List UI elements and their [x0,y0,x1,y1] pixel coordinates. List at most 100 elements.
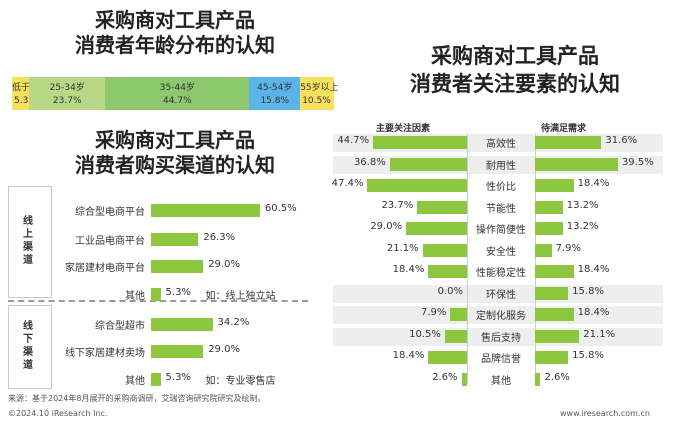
age-segment [249,77,301,110]
attention-left-bar [444,329,467,343]
age-segment [300,77,334,110]
channel-value-label: 5.3% [165,372,191,383]
attention-left-value: 47.4% [331,178,364,189]
channel-value-label: 26.3% [203,232,236,243]
attention-right-bar [535,200,563,214]
attention-category-label: 操作简便性 [476,225,526,236]
channel-note-label: 如：线上独立站 [205,291,276,302]
attention-right-bar [535,179,574,192]
channel-value-label: 5.3% [165,287,191,298]
age-segment [105,77,250,110]
attention-category-label: 性价比 [486,182,516,193]
attention-left-bar [417,200,467,214]
attention-left-value: 18.4% [392,350,425,361]
offline-group-label: 线下渠道 [23,321,33,371]
channel-bar [151,233,199,246]
age-segment-value: 15.8% [260,96,290,106]
age-segment-value: 44.7% [163,96,192,106]
attention-right-value: 13.2% [566,199,599,211]
attention-right-bar [535,372,541,386]
channel-divider [8,300,308,302]
attention-category-label: 性能稳定性 [476,268,526,279]
attention-category-label: 售后支持 [481,332,521,344]
attention-left-bar [367,179,467,192]
attention-right-value: 18.4% [577,178,610,189]
attention-category-label: 安全性 [486,246,516,258]
channel-title-line-2: 消费者购买渠道的认知 [75,153,275,177]
attention-right-value: 31.6% [605,135,638,146]
attention-title-line-1: 采购商对工具产品 [431,44,599,68]
offline-group-box [8,305,52,389]
channel-bar [151,260,204,273]
attention-left-bar [428,351,467,364]
channel-category-label: 线下家居建材卖场 [65,348,145,359]
channel-category-label: 家居建材电商平台 [65,263,145,274]
age-segment [29,77,106,110]
attention-right-value: 39.5% [621,156,654,168]
age-segment-label: 25-34岁 [49,83,85,93]
attention-row-band [333,284,663,303]
channel-bar [151,288,161,301]
attention-right-bar [535,351,569,364]
age-chart-title: 采购商对工具产品 消费者年龄分布的认知 [25,8,325,58]
age-segment-label: 35-44岁 [159,83,195,93]
online-group-box [8,186,52,298]
attention-left-bar [428,265,467,278]
attention-left-axis [467,133,468,383]
attention-right-value: 18.4% [577,264,610,275]
attention-row-band [333,306,663,324]
age-segment-value: 10.5% [302,96,331,106]
attention-left-value: 7.9% [421,307,447,318]
attention-left-value: 36.8% [353,156,386,168]
attention-right-bar [535,329,580,343]
attention-chart-title: 采购商对工具产品 消费者关注要素的认知 [345,42,685,98]
attention-category-label: 品牌信誉 [481,354,521,365]
age-segment-label: 55岁以上 [300,83,339,93]
channel-category-label: 综合型电商平台 [75,207,145,218]
age-segment-value: 5.3% [14,96,37,106]
age-title-line-1: 采购商对工具产品 [95,8,255,32]
attention-category-label: 定制化服务 [476,311,526,322]
channel-category-label: 其他 [125,376,145,387]
copyright: ©2024.10 iResearch Inc. [8,409,108,418]
attention-left-value: 0.0% [437,285,463,297]
online-group-label: 线上渠道 [23,216,33,266]
attention-right-axis [535,133,536,383]
attention-left-bar [373,136,467,149]
attention-right-value: 18.4% [577,307,610,318]
age-segment-label: 45-54岁 [257,83,293,93]
age-title-line-2: 消费者年龄分布的认知 [75,33,275,57]
channel-bar [151,373,161,386]
channel-category-label: 综合型超市 [95,321,145,332]
attention-category-label: 耐用性 [486,160,516,172]
attention-right-bar [535,222,563,235]
attention-right-value: 2.6% [544,371,570,383]
attention-category-label: 节能性 [486,203,516,215]
attention-left-bar [389,157,467,171]
channel-bar [151,204,260,217]
attention-left-value: 23.7% [381,199,414,211]
attention-category-label: 其他 [491,375,511,387]
attention-category-label: 环保性 [486,289,516,301]
channel-bar [151,318,213,331]
attention-left-value: 10.5% [409,328,441,340]
channel-note-label: 如：专业零售店 [205,376,276,387]
channel-chart-title: 采购商对工具产品 消费者购买渠道的认知 [25,128,325,178]
channel-category-label: 工业品电商平台 [75,236,145,247]
attention-right-bar [535,243,552,257]
attention-right-value: 15.8% [572,350,604,361]
attention-right-bar [535,308,574,321]
attention-left-bar [450,308,467,321]
website: www.iresearch.com.cn [560,409,650,418]
attention-right-bar [535,157,618,171]
attention-right-value: 13.2% [566,221,599,232]
attention-right-value: 21.1% [583,328,616,340]
channel-value-label: 34.2% [217,317,250,328]
attention-left-value: 2.6% [432,371,458,383]
attention-left-bar [461,372,467,386]
attention-left-header: 主要关注因素 [376,124,431,134]
attention-right-bar [535,286,569,300]
attention-title-line-2: 消费者关注要素的认知 [410,72,620,96]
attention-category-label: 高效性 [486,139,516,150]
attention-row-band [333,327,663,346]
